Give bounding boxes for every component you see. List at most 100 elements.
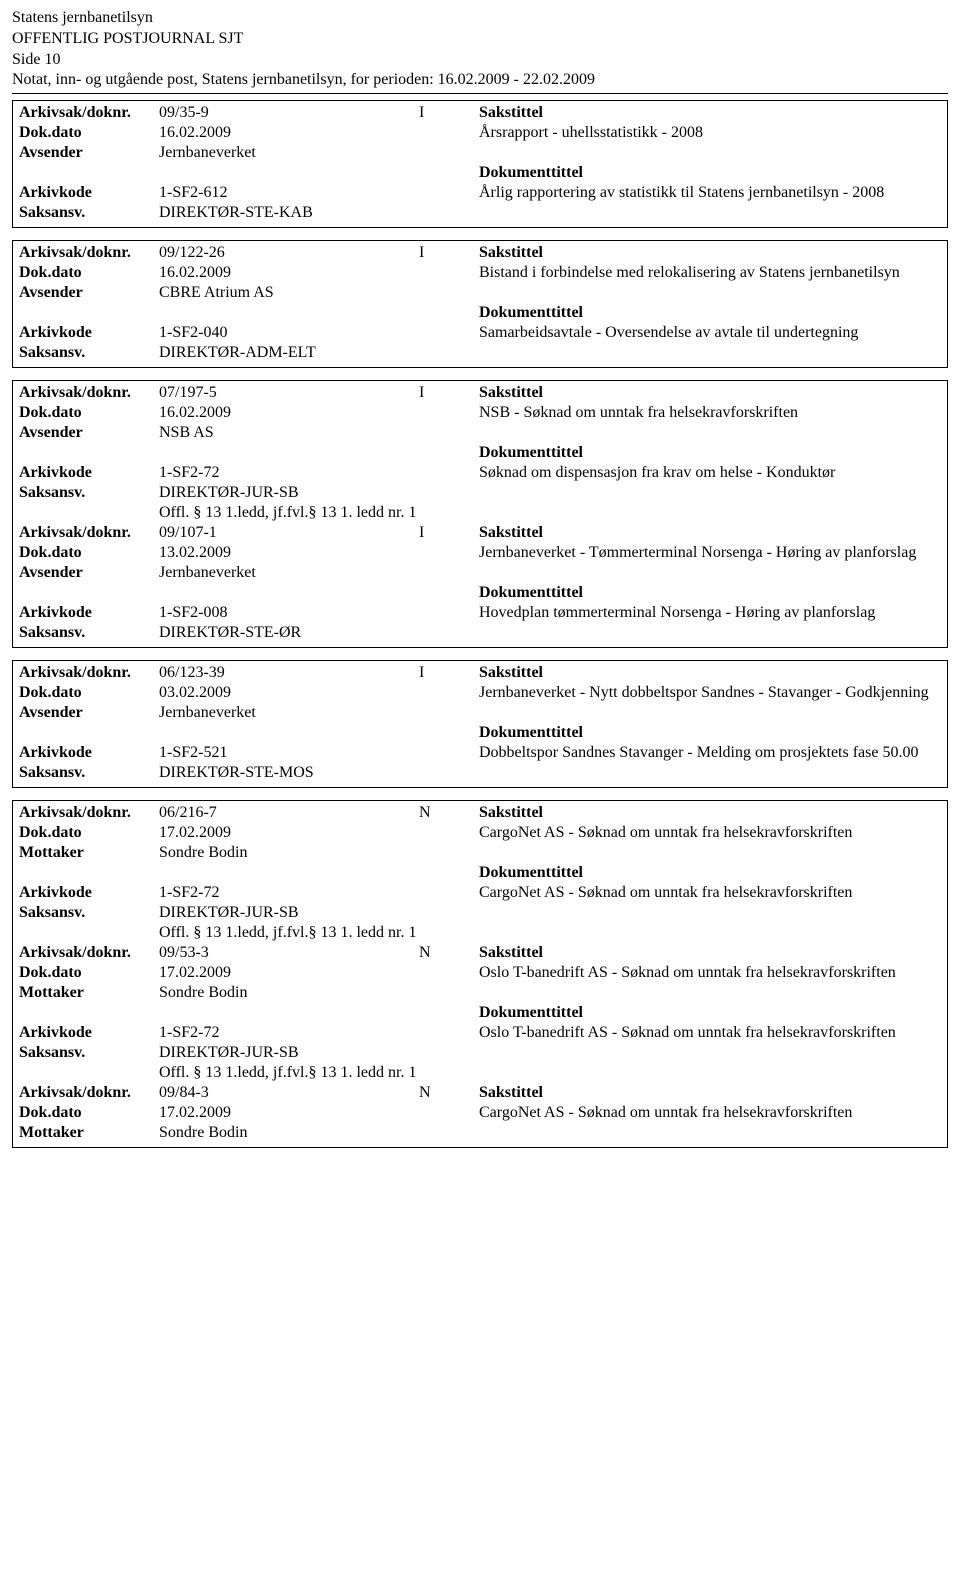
entry-gap bbox=[12, 228, 948, 240]
io-flag bbox=[419, 743, 479, 763]
field-value-right: CargoNet AS - Søknad om unntak fra helse… bbox=[479, 883, 941, 903]
field-value-left: CBRE Atrium AS bbox=[159, 283, 419, 303]
field-value-left: DIREKTØR-JUR-SB bbox=[159, 1043, 419, 1063]
field-value-right: Sakstittel bbox=[479, 663, 941, 683]
field-value-left: 06/216-7 bbox=[159, 803, 419, 823]
io-flag bbox=[419, 1003, 479, 1023]
field-value-left: DIREKTØR-JUR-SB bbox=[159, 483, 419, 503]
right-text: Søknad om dispensasjon fra krav om helse… bbox=[479, 464, 835, 481]
field-value-right: Sakstittel bbox=[479, 243, 941, 263]
header-period: Notat, inn- og utgående post, Statens je… bbox=[12, 70, 948, 94]
right-text: CargoNet AS - Søknad om unntak fra helse… bbox=[479, 824, 852, 841]
field-value-right bbox=[479, 983, 941, 1003]
io-flag: N bbox=[419, 803, 479, 823]
field-label: Mottaker bbox=[19, 983, 159, 1003]
field-label: Dok.dato bbox=[19, 123, 159, 143]
right-text: Samarbeidsavtale - Oversendelse av avtal… bbox=[479, 324, 858, 341]
field-label: Arkivsak/doknr. bbox=[19, 1083, 159, 1103]
field-label: Avsender bbox=[19, 563, 159, 583]
field-label: Dok.dato bbox=[19, 683, 159, 703]
right-text: Jernbaneverket - Nytt dobbeltspor Sandne… bbox=[479, 684, 929, 701]
field-value-right: Dokumenttittel bbox=[479, 583, 941, 603]
field-label: Avsender bbox=[19, 423, 159, 443]
io-flag bbox=[419, 183, 479, 203]
field-label: Avsender bbox=[19, 703, 159, 723]
field-value-left bbox=[159, 723, 419, 743]
io-flag bbox=[419, 303, 479, 323]
field-value-left: 17.02.2009 bbox=[159, 823, 419, 843]
field-label: Dok.dato bbox=[19, 403, 159, 423]
io-flag bbox=[419, 763, 479, 783]
journal-entry: Arkivsak/doknr.07/197-5ISakstittelDok.da… bbox=[12, 380, 948, 648]
field-value-right: Årlig rapportering av statistikk til Sta… bbox=[479, 183, 941, 203]
entries-list: Arkivsak/doknr.09/35-9ISakstittelDok.dat… bbox=[12, 100, 948, 1148]
field-label: Arkivsak/doknr. bbox=[19, 663, 159, 683]
field-value-right: Sakstittel bbox=[479, 103, 941, 123]
right-text: Oslo T-banedrift AS - Søknad om unntak f… bbox=[479, 964, 896, 981]
io-flag bbox=[419, 863, 479, 883]
field-value-right bbox=[479, 203, 941, 223]
field-value-left: DIREKTØR-STE-MOS bbox=[159, 763, 419, 783]
field-value-right bbox=[479, 623, 941, 643]
right-label: Dokumenttittel bbox=[479, 304, 583, 321]
field-value-left bbox=[159, 583, 419, 603]
io-flag bbox=[419, 323, 479, 343]
field-value-right: Bistand i forbindelse med relokalisering… bbox=[479, 263, 941, 283]
io-flag: N bbox=[419, 1083, 479, 1103]
field-value-right bbox=[479, 423, 941, 443]
io-flag bbox=[419, 1103, 479, 1123]
right-text: CargoNet AS - Søknad om unntak fra helse… bbox=[479, 1104, 852, 1121]
field-value-right bbox=[479, 703, 941, 723]
field-label: Arkivkode bbox=[19, 883, 159, 903]
journal-entry: Arkivsak/doknr.06/216-7NSakstittelDok.da… bbox=[12, 800, 948, 1148]
io-flag bbox=[419, 463, 479, 483]
field-label: Dok.dato bbox=[19, 1103, 159, 1123]
header-org: Statens jernbanetilsyn bbox=[12, 8, 948, 29]
field-label bbox=[19, 1003, 159, 1023]
field-value-left: 1-SF2-040 bbox=[159, 323, 419, 343]
io-flag bbox=[419, 963, 479, 983]
field-value-left: Jernbaneverket bbox=[159, 143, 419, 163]
field-value-left: 09/122-26 bbox=[159, 243, 419, 263]
right-label: Dokumenttittel bbox=[479, 864, 583, 881]
page-header: Statens jernbanetilsyn OFFENTLIG POSTJOU… bbox=[12, 8, 948, 94]
right-text: NSB - Søknad om unntak fra helsekravfors… bbox=[479, 404, 798, 421]
right-text: Oslo T-banedrift AS - Søknad om unntak f… bbox=[479, 1024, 896, 1041]
field-label bbox=[19, 163, 159, 183]
right-text: CargoNet AS - Søknad om unntak fra helse… bbox=[479, 884, 852, 901]
field-label bbox=[19, 583, 159, 603]
field-value-left bbox=[159, 443, 419, 463]
field-label bbox=[19, 723, 159, 743]
field-value-left: 09/84-3 bbox=[159, 1083, 419, 1103]
right-label: Sakstittel bbox=[479, 104, 543, 121]
field-value-right bbox=[479, 843, 941, 863]
field-label bbox=[19, 443, 159, 463]
field-value-right: Dokumenttittel bbox=[479, 303, 941, 323]
field-value-left: Sondre Bodin bbox=[159, 843, 419, 863]
field-value-right: Dokumenttittel bbox=[479, 443, 941, 463]
io-flag bbox=[419, 623, 479, 643]
io-flag: I bbox=[419, 663, 479, 683]
field-label: Saksansv. bbox=[19, 203, 159, 223]
field-label bbox=[19, 863, 159, 883]
right-text: Bistand i forbindelse med relokalisering… bbox=[479, 264, 900, 281]
field-value-right: NSB - Søknad om unntak fra helsekravfors… bbox=[479, 403, 941, 423]
field-value-left: DIREKTØR-ADM-ELT bbox=[159, 343, 419, 363]
journal-entry: Arkivsak/doknr.06/123-39ISakstittelDok.d… bbox=[12, 660, 948, 788]
offl-exemption: Offl. § 13 1.ledd, jf.fvl.§ 13 1. ledd n… bbox=[19, 503, 941, 523]
io-flag bbox=[419, 143, 479, 163]
field-value-left: Jernbaneverket bbox=[159, 563, 419, 583]
field-value-left: Jernbaneverket bbox=[159, 703, 419, 723]
io-flag bbox=[419, 1123, 479, 1143]
field-label: Arkivsak/doknr. bbox=[19, 103, 159, 123]
right-label: Sakstittel bbox=[479, 1084, 543, 1101]
right-text: Hovedplan tømmerterminal Norsenga - Høri… bbox=[479, 604, 875, 621]
entry-gap bbox=[12, 368, 948, 380]
field-value-right: Dokumenttittel bbox=[479, 1003, 941, 1023]
field-label: Arkivkode bbox=[19, 1023, 159, 1043]
field-value-right: Dokumenttittel bbox=[479, 863, 941, 883]
field-label: Arkivsak/doknr. bbox=[19, 383, 159, 403]
field-label: Arkivsak/doknr. bbox=[19, 943, 159, 963]
io-flag bbox=[419, 823, 479, 843]
field-value-right: Dokumenttittel bbox=[479, 163, 941, 183]
